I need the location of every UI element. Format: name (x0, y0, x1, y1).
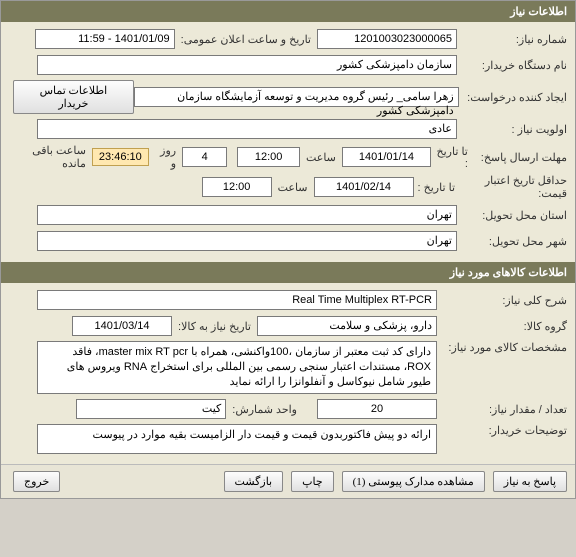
announce-label: تاریخ و ساعت اعلان عمومی: (181, 33, 311, 46)
row-buyer-note: توضیحات خریدار: ارائه دو پیش فاکتوربدون … (9, 424, 567, 454)
row-spec: مشخصات کالای مورد نیاز: دارای کد ثبت معت… (9, 341, 567, 394)
validity-date-field: 1401/02/14 (314, 177, 414, 197)
spec-field: دارای کد ثبت معتبر از سازمان ،100واکنشی،… (37, 341, 437, 394)
section2-header: اطلاعات کالاهای مورد نیاز (1, 262, 575, 283)
exit-button[interactable]: خروج (13, 471, 60, 492)
need-date-field: 1401/03/14 (72, 316, 172, 336)
print-button[interactable]: چاپ (291, 471, 334, 492)
deadline-time-field: 12:00 (237, 147, 300, 167)
buyer-field: سازمان دامپزشکی کشور (37, 55, 457, 75)
requester-field: زهرا سامی_ رئیس گروه مدیریت و توسعه آزما… (134, 87, 459, 107)
buyer-note-label: توضیحات خریدار: (437, 424, 567, 437)
respond-button[interactable]: پاسخ به نیاز (493, 471, 567, 492)
group-field: دارو، پزشکی و سلامت (257, 316, 437, 336)
row-deadline: مهلت ارسال پاسخ: تا تاریخ : 1401/01/14 س… (9, 144, 567, 170)
row-city: شهر محل تحویل: تهران (9, 230, 567, 252)
toolbar-spacer (64, 471, 215, 492)
need-number-label: شماره نیاز: (457, 33, 567, 46)
remain-label: ساعت باقی مانده (15, 144, 86, 170)
need-number-field: 1201003023000065 (317, 29, 457, 49)
contact-buyer-button[interactable]: اطلاعات تماس خریدار (13, 80, 134, 114)
need-date-label: تاریخ نیاز به کالا: (178, 320, 251, 333)
days-label: روز و (155, 144, 176, 170)
attachments-button[interactable]: مشاهده مدارک پیوستی (1) (342, 471, 485, 492)
section2-body: شرح کلی نیاز: Real Time Multiplex RT-PCR… (1, 283, 575, 464)
needs-info-window: اطلاعات نیاز شماره نیاز: 120100302300006… (0, 0, 576, 499)
buyer-label: نام دستگاه خریدار: (457, 59, 567, 72)
validity-time-field: 12:00 (202, 177, 272, 197)
row-need-number: شماره نیاز: 1201003023000065 تاریخ و ساع… (9, 28, 567, 50)
city-field: تهران (37, 231, 457, 251)
to-date-label: تا تاریخ : (435, 145, 468, 170)
countdown-timer: 23:46:10 (92, 148, 149, 166)
group-label: گروه کالا: (437, 320, 567, 333)
requester-label: ایجاد کننده درخواست: (459, 91, 567, 104)
row-desc: شرح کلی نیاز: Real Time Multiplex RT-PCR (9, 289, 567, 311)
bottom-toolbar: پاسخ به نیاز مشاهده مدارک پیوستی (1) چاپ… (1, 464, 575, 498)
row-group: گروه کالا: دارو، پزشکی و سلامت تاریخ نیا… (9, 315, 567, 337)
deadline-label: مهلت ارسال پاسخ: (470, 151, 567, 164)
qty-label: تعداد / مقدار نیاز: (437, 403, 567, 416)
row-buyer: نام دستگاه خریدار: سازمان دامپزشکی کشور (9, 54, 567, 76)
desc-label: شرح کلی نیاز: (437, 294, 567, 307)
row-validity: حداقل تاریخ اعتبار قیمت: تا تاریخ : 1401… (9, 174, 567, 200)
priority-label: اولویت نیاز : (457, 123, 567, 136)
province-label: استان محل تحویل: (457, 209, 567, 222)
buyer-note-field: ارائه دو پیش فاکتوربدون قیمت و قیمت دار … (37, 424, 437, 454)
row-requester: ایجاد کننده درخواست: زهرا سامی_ رئیس گرو… (9, 80, 567, 114)
hour-label-1: ساعت (306, 151, 336, 164)
section1-body: شماره نیاز: 1201003023000065 تاریخ و ساع… (1, 22, 575, 262)
validity-label: حداقل تاریخ اعتبار قیمت: (457, 174, 567, 200)
qty-field: 20 (317, 399, 437, 419)
priority-field: عادی (37, 119, 457, 139)
announce-field: 1401/01/09 - 11:59 (35, 29, 175, 49)
city-label: شهر محل تحویل: (457, 235, 567, 248)
row-qty: تعداد / مقدار نیاز: 20 واحد شمارش: کیت (9, 398, 567, 420)
desc-field: Real Time Multiplex RT-PCR (37, 290, 437, 310)
province-field: تهران (37, 205, 457, 225)
unit-label: واحد شمارش: (232, 403, 297, 416)
row-priority: اولویت نیاز : عادی (9, 118, 567, 140)
row-province: استان محل تحویل: تهران (9, 204, 567, 226)
section1-header: اطلاعات نیاز (1, 1, 575, 22)
unit-field: کیت (76, 399, 226, 419)
days-remaining-field: 4 (182, 147, 227, 167)
deadline-date-field: 1401/01/14 (342, 147, 431, 167)
hour-label-2: ساعت (278, 181, 308, 194)
spec-label: مشخصات کالای مورد نیاز: (437, 341, 567, 354)
back-button[interactable]: بازگشت (224, 471, 284, 492)
to-date-label-2: تا تاریخ : (418, 181, 455, 194)
